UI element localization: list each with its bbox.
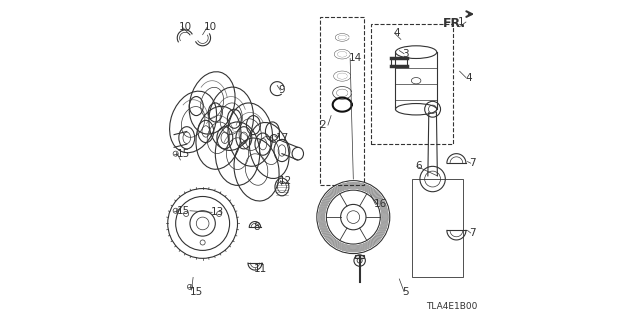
- Text: 4: 4: [393, 28, 399, 38]
- Text: 6: 6: [415, 161, 422, 171]
- Text: 15: 15: [177, 149, 190, 159]
- Text: 10: 10: [179, 22, 192, 32]
- Text: 8: 8: [253, 222, 260, 232]
- Text: 7: 7: [469, 228, 476, 238]
- Text: FR.: FR.: [443, 17, 466, 30]
- Text: 1: 1: [458, 17, 465, 27]
- Text: TLA4E1B00: TLA4E1B00: [426, 302, 477, 311]
- Text: 17: 17: [276, 133, 289, 143]
- Text: 10: 10: [204, 22, 218, 32]
- Text: 14: 14: [349, 53, 362, 63]
- Text: 12: 12: [279, 176, 292, 186]
- Text: 9: 9: [279, 85, 285, 95]
- Text: 15: 15: [177, 206, 190, 216]
- Text: 15: 15: [190, 287, 203, 297]
- FancyBboxPatch shape: [355, 255, 364, 258]
- Text: 13: 13: [211, 207, 224, 217]
- Text: 11: 11: [253, 264, 267, 275]
- Text: 7: 7: [469, 158, 476, 168]
- Text: 2: 2: [320, 120, 326, 130]
- Text: 16: 16: [374, 199, 387, 209]
- Text: 3: 3: [403, 49, 409, 59]
- Text: 4: 4: [466, 73, 472, 83]
- Text: 5: 5: [403, 287, 409, 297]
